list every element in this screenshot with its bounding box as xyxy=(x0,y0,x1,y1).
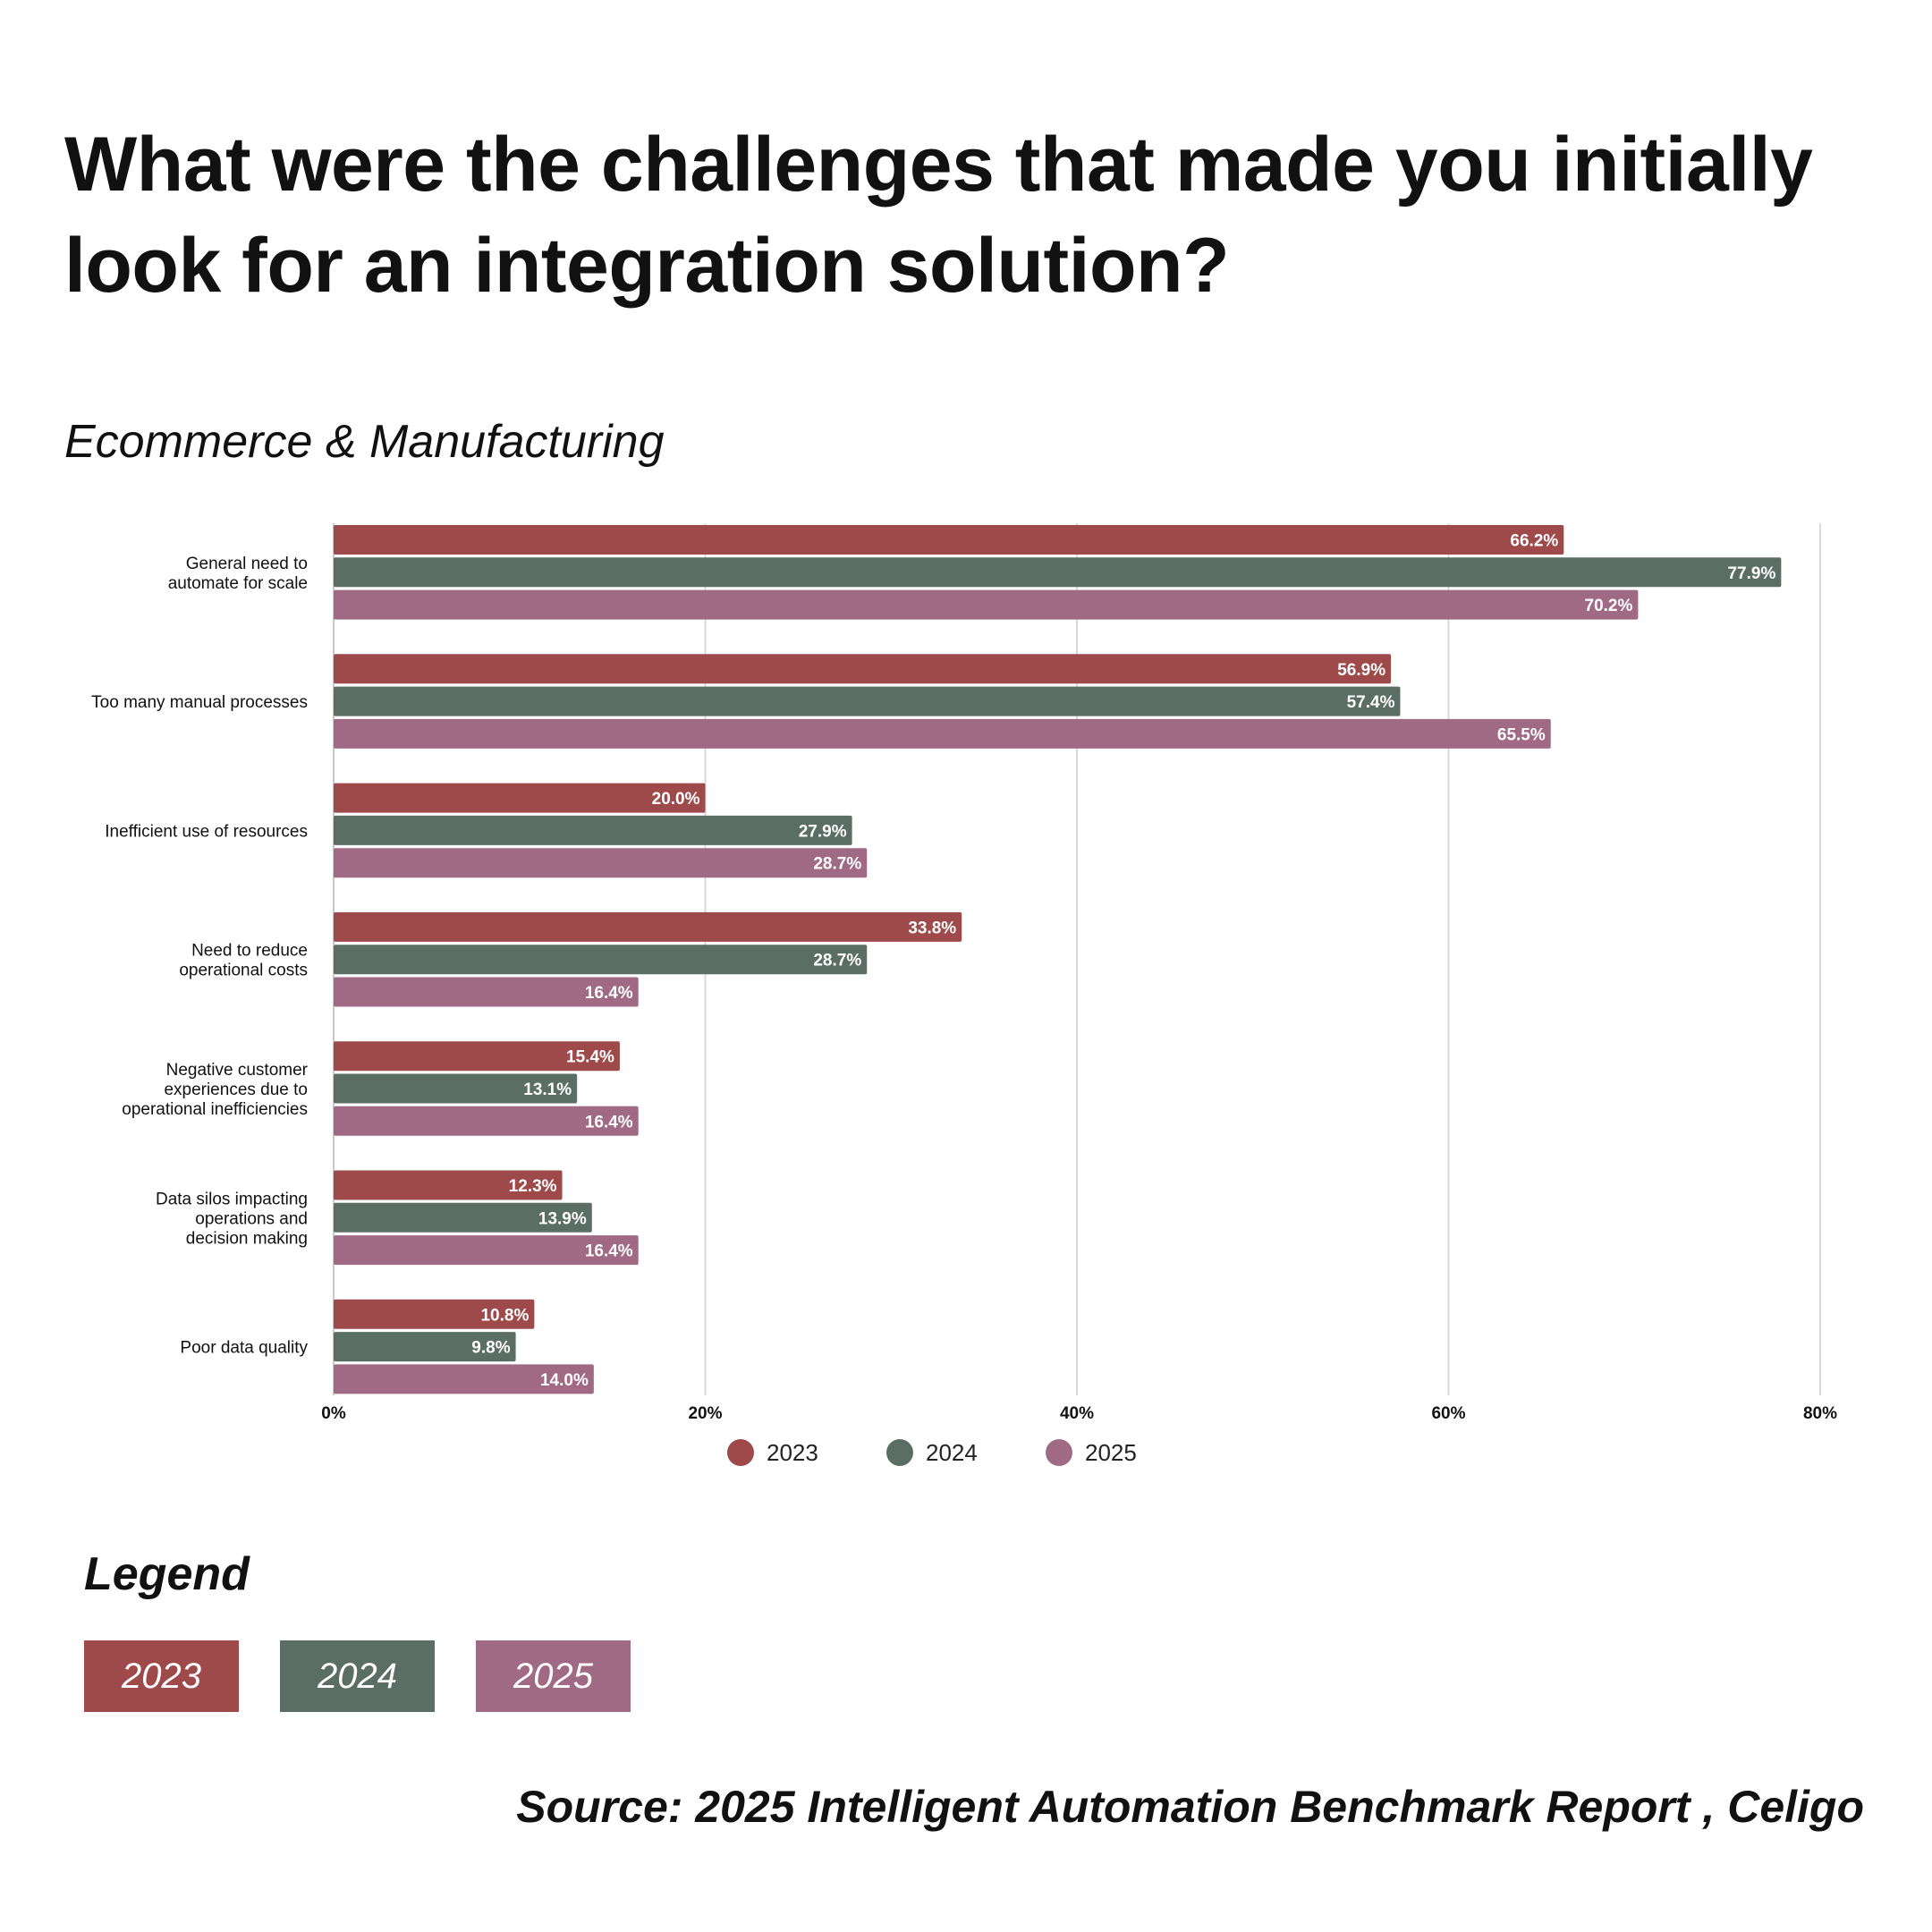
x-tick-label: 80% xyxy=(1803,1404,1837,1423)
category-label-line: Need to reduce xyxy=(191,942,308,961)
bar-value-label: 10.8% xyxy=(480,1306,529,1325)
legend-box-label: 2025 xyxy=(513,1656,593,1696)
category-label-line: Too many manual processes xyxy=(91,693,308,712)
legend-box-label: 2024 xyxy=(318,1656,397,1696)
bar-value-label: 15.4% xyxy=(566,1048,614,1067)
bar-2025 xyxy=(334,848,868,878)
category-label: Data silos impacting operations and decisi… xyxy=(156,1190,308,1248)
legend-heading: Legend xyxy=(84,1548,250,1600)
legend-marker-2023 xyxy=(727,1439,754,1466)
category-label-line: Negative customer xyxy=(166,1061,309,1080)
legend-boxes: 2023 2024 2025 xyxy=(84,1640,631,1712)
bar-value-label: 9.8% xyxy=(471,1339,510,1358)
bar-2025 xyxy=(334,589,1639,620)
category-label-line: operational costs xyxy=(179,962,308,980)
bar-value-label: 66.2% xyxy=(1510,532,1558,551)
bar-2023 xyxy=(334,654,1392,684)
x-tick-label: 60% xyxy=(1431,1404,1465,1423)
bar-2024 xyxy=(334,1073,578,1104)
bar-value-label: 16.4% xyxy=(585,984,633,1003)
bar-value-label: 33.8% xyxy=(908,919,956,937)
category-label-line: automate for scale xyxy=(168,574,308,593)
legend-box-2025: 2025 xyxy=(476,1640,631,1712)
category-label-line: General need to xyxy=(186,555,308,573)
category-label: General need to automate for scale xyxy=(168,555,308,593)
bar-2024 xyxy=(334,686,1401,716)
category-label-line: Poor data quality xyxy=(180,1339,308,1358)
bar-value-label: 12.3% xyxy=(509,1177,557,1196)
source-note: Source: 2025 Intelligent Automation Benc… xyxy=(516,1782,1864,1832)
legend-box-2024: 2024 xyxy=(280,1640,435,1712)
category-label-line: operations and xyxy=(195,1209,308,1228)
bar-2024 xyxy=(334,1332,516,1362)
category-label-line: decision making xyxy=(186,1229,308,1248)
bar-2025 xyxy=(334,718,1551,749)
bar-value-label: 57.4% xyxy=(1347,693,1395,712)
page-title: What were the challenges that made you i… xyxy=(64,122,1813,309)
bar-2023 xyxy=(334,1170,563,1200)
bar-2025 xyxy=(334,977,639,1007)
legend-label-2024: 2024 xyxy=(926,1439,978,1466)
bar-value-label: 27.9% xyxy=(799,822,847,841)
bar-value-label: 14.0% xyxy=(540,1371,589,1390)
bar-value-label: 70.2% xyxy=(1585,597,1633,615)
bar-value-label: 16.4% xyxy=(585,1113,633,1131)
x-tick-label: 20% xyxy=(688,1404,722,1423)
bar-value-label: 65.5% xyxy=(1497,725,1546,744)
bar-2023 xyxy=(334,525,1564,555)
category-label-line: Data silos impacting xyxy=(156,1190,308,1208)
legend-marker-2025 xyxy=(1046,1439,1072,1466)
bar-2024 xyxy=(334,557,1782,588)
category-label-line: operational inefficiencies xyxy=(122,1100,308,1119)
chart-subtitle: Ecommerce & Manufacturing xyxy=(64,416,665,468)
legend-marker-2024 xyxy=(886,1439,913,1466)
legend-label-2025: 2025 xyxy=(1085,1439,1137,1466)
category-label: Poor data quality xyxy=(180,1339,308,1358)
bar-2024 xyxy=(334,815,852,845)
bar-value-label: 77.9% xyxy=(1727,564,1775,583)
legend-box-label: 2023 xyxy=(122,1656,201,1696)
category-label: Need to reduce operational costs xyxy=(179,942,308,980)
bar-value-label: 20.0% xyxy=(652,790,700,809)
bar-2023 xyxy=(334,1041,620,1072)
bar-value-label: 16.4% xyxy=(585,1242,633,1261)
bar-2024 xyxy=(334,945,868,975)
x-tick-label: 40% xyxy=(1060,1404,1094,1423)
bar-2023 xyxy=(334,1299,535,1329)
category-label: Inefficient use of resources xyxy=(105,822,308,841)
bar-2023 xyxy=(334,911,962,942)
bar-2025 xyxy=(334,1106,639,1136)
bar-2025 xyxy=(334,1364,594,1394)
bar-value-label: 56.9% xyxy=(1337,661,1385,680)
category-label-line: Inefficient use of resources xyxy=(105,822,308,841)
bar-value-label: 28.7% xyxy=(813,952,861,970)
bar-value-label: 28.7% xyxy=(813,855,861,874)
bar-2024 xyxy=(334,1202,592,1233)
x-tick-label: 0% xyxy=(321,1404,346,1423)
bar-2025 xyxy=(334,1235,639,1266)
bar-value-label: 13.1% xyxy=(523,1080,572,1099)
legend-box-2023: 2023 xyxy=(84,1640,239,1712)
bar-2023 xyxy=(334,783,706,813)
category-label: Negative customer experiences due to opera… xyxy=(122,1061,308,1119)
category-label-line: experiences due to xyxy=(164,1080,308,1099)
bar-chart: 0% 20% 40% 60% 80% 66.2% 77.9% 70.2% General nee… xyxy=(91,523,1837,1466)
bar-value-label: 13.9% xyxy=(538,1209,587,1228)
category-label: Too many manual processes xyxy=(91,693,308,712)
legend-label-2023: 2023 xyxy=(767,1439,818,1466)
